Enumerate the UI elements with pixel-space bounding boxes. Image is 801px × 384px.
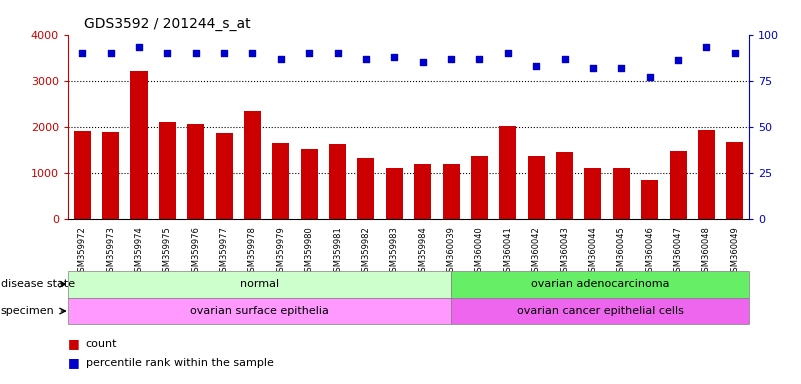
Text: ■: ■ [68,356,80,369]
Bar [300,149,318,219]
Bar [471,156,488,219]
Bar [131,71,147,219]
Bar [613,168,630,219]
Bar [528,156,545,219]
Point [700,45,713,51]
Point [586,65,599,71]
Point [417,59,429,65]
Bar [187,124,204,219]
Text: ovarian cancer epithelial cells: ovarian cancer epithelial cells [517,306,683,316]
Point [275,55,288,61]
Bar [641,180,658,219]
Text: count: count [86,339,117,349]
Point [161,50,174,56]
Point [360,55,372,61]
Text: GDS3592 / 201244_s_at: GDS3592 / 201244_s_at [84,17,251,31]
Bar [386,168,403,219]
Point [671,57,684,63]
Bar [499,126,517,219]
Text: disease state: disease state [1,279,75,289]
Bar [244,111,261,219]
Bar [103,132,119,219]
Point [615,65,628,71]
Point [303,50,316,56]
Bar [159,122,176,219]
Bar [442,164,460,219]
Text: ovarian surface epithelia: ovarian surface epithelia [190,306,329,316]
Point [473,55,486,61]
Point [133,45,146,51]
Point [501,50,514,56]
Point [331,50,344,56]
Point [529,63,542,69]
Point [558,55,571,61]
Point [104,50,117,56]
Point [445,55,457,61]
Text: ■: ■ [68,337,80,350]
Text: normal: normal [240,279,279,289]
Bar [414,164,431,219]
Text: specimen: specimen [1,306,54,316]
Bar [556,152,573,219]
Point [643,74,656,80]
Text: ovarian adenocarcinoma: ovarian adenocarcinoma [531,279,670,289]
Point [388,54,400,60]
Text: percentile rank within the sample: percentile rank within the sample [86,358,274,368]
Bar [670,151,686,219]
Point [246,50,259,56]
Point [218,50,231,56]
Bar [698,130,714,219]
Point [189,50,202,56]
Bar [727,142,743,219]
Bar [329,144,346,219]
Bar [357,158,374,219]
Point [76,50,89,56]
Bar [272,143,289,219]
Bar [74,131,91,219]
Point [728,50,741,56]
Bar [585,168,602,219]
Bar [215,133,232,219]
